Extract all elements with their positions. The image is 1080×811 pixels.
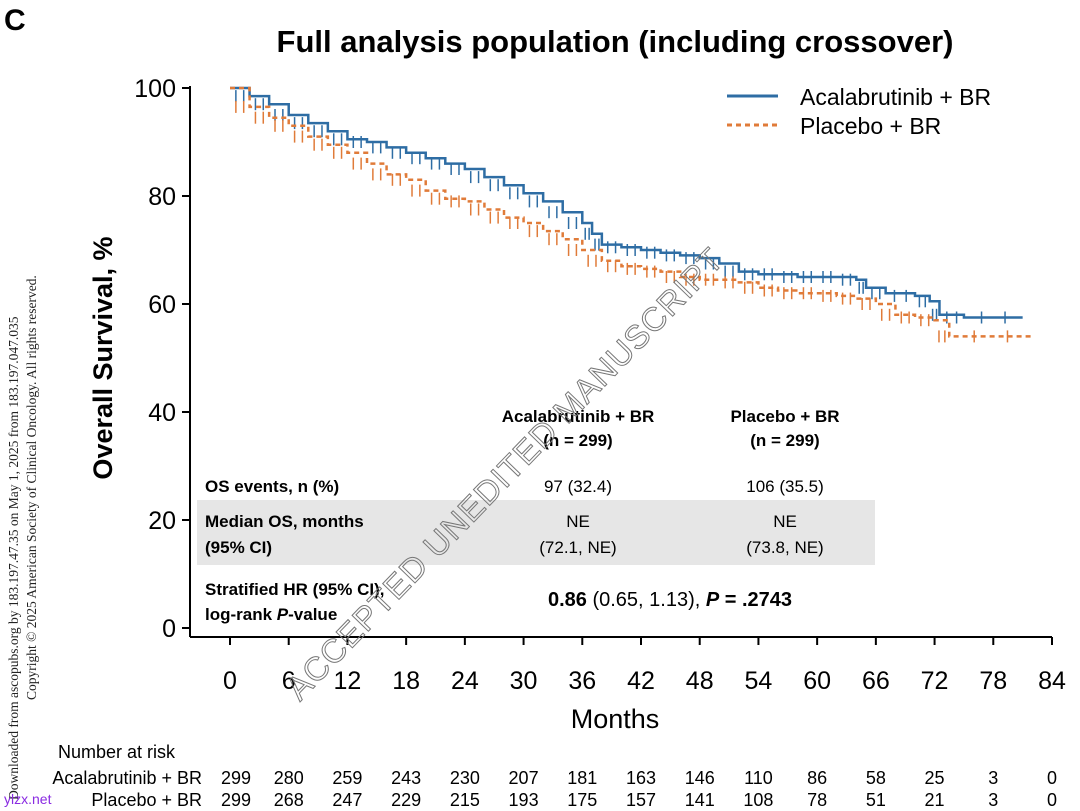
col-header-placebo-n: (n = 299) (750, 431, 819, 450)
x-tick-label: 48 (686, 667, 714, 695)
row-label-ci: (95% CI) (205, 538, 272, 557)
x-axis-label: Months (571, 704, 660, 734)
y-tick-label: 40 (148, 399, 176, 427)
chart-title: Full analysis population (including cros… (277, 24, 954, 59)
median-placebo-ci: (73.8, NE) (746, 538, 823, 557)
risk-value: 86 (807, 768, 827, 788)
panel-label: C (4, 4, 26, 37)
risk-value: 78 (807, 790, 827, 810)
x-tick-label: 30 (510, 667, 538, 695)
row-label-hr: Stratified HR (95% CI), (205, 580, 384, 599)
risk-value: 247 (332, 790, 362, 810)
risk-value: 268 (274, 790, 304, 810)
x-tick-label: 12 (334, 667, 362, 695)
x-tick-label: 42 (627, 667, 655, 695)
risk-value: 229 (391, 790, 421, 810)
y-tick-label: 0 (162, 615, 176, 643)
risk-row-label: Placebo + BR (91, 790, 202, 810)
risk-value: 51 (866, 790, 886, 810)
x-tick-label: 54 (745, 667, 773, 695)
row-label-median-os: Median OS, months (205, 512, 364, 531)
y-tick-label: 20 (148, 507, 176, 535)
risk-value: 280 (274, 768, 304, 788)
x-tick-label: 66 (862, 667, 890, 695)
risk-value: 175 (567, 790, 597, 810)
x-tick-label: 60 (803, 667, 831, 695)
y-tick-label: 80 (148, 183, 176, 211)
km-curve-placebo (230, 86, 1033, 338)
legend-label-placebo: Placebo + BR (800, 113, 941, 139)
y-tick-label: 100 (134, 75, 176, 103)
col-header-placebo: Placebo + BR (730, 407, 839, 426)
col-header-acal: Acalabrutinib + BR (502, 407, 655, 426)
y-tick-label: 60 (148, 291, 176, 319)
x-tick-label: 84 (1038, 667, 1066, 695)
risk-value: 181 (567, 768, 597, 788)
risk-value: 110 (744, 768, 773, 788)
risk-value: 58 (866, 768, 886, 788)
os-events-placebo: 106 (35.5) (746, 477, 824, 496)
row-label-logrank: log-rank P-value (205, 605, 337, 624)
risk-value: 3 (988, 790, 998, 810)
x-tick-label: 36 (568, 667, 596, 695)
risk-value: 230 (450, 768, 480, 788)
legend-label-acal: Acalabrutinib + BR (800, 84, 991, 110)
y-axis-label: Overall Survival, % (88, 236, 118, 479)
risk-row-label: Acalabrutinib + BR (52, 768, 202, 788)
col-header-acal-n: (n = 299) (543, 431, 612, 450)
risk-value: 0 (1047, 790, 1057, 810)
risk-value: 157 (626, 790, 656, 810)
risk-value: 163 (626, 768, 656, 788)
median-os-band (197, 500, 875, 565)
risk-value: 141 (685, 790, 715, 810)
legend: Acalabrutinib + BR Placebo + BR (727, 84, 991, 139)
row-label-os-events: OS events, n (%) (205, 477, 339, 496)
x-tick-label: 24 (451, 667, 479, 695)
hr-result: 0.86 (0.65, 1.13), P = .2743 (548, 589, 792, 611)
risk-value: 299 (221, 768, 251, 788)
risk-value: 207 (509, 768, 539, 788)
x-tick-label: 78 (979, 667, 1007, 695)
risk-value: 193 (509, 790, 539, 810)
x-tick-label: 6 (282, 667, 296, 695)
risk-value: 146 (685, 768, 715, 788)
os-events-acal: 97 (32.4) (544, 477, 612, 496)
risk-value: 215 (450, 790, 480, 810)
risk-value: 108 (743, 790, 773, 810)
risk-value: 243 (391, 768, 421, 788)
risk-value: 21 (925, 790, 945, 810)
median-acal-ci: (72.1, NE) (539, 538, 616, 557)
site-mark: ylzx.net (4, 791, 52, 807)
x-tick-label: 0 (223, 667, 237, 695)
risk-value: 25 (925, 768, 945, 788)
x-tick-label: 72 (921, 667, 949, 695)
x-tick-label: 18 (392, 667, 420, 695)
median-acal: NE (566, 512, 590, 531)
median-placebo: NE (773, 512, 797, 531)
risk-table-title: Number at risk (58, 742, 176, 762)
risk-value: 299 (221, 790, 251, 810)
risk-value: 3 (988, 768, 998, 788)
risk-value: 0 (1047, 768, 1057, 788)
risk-value: 259 (332, 768, 362, 788)
